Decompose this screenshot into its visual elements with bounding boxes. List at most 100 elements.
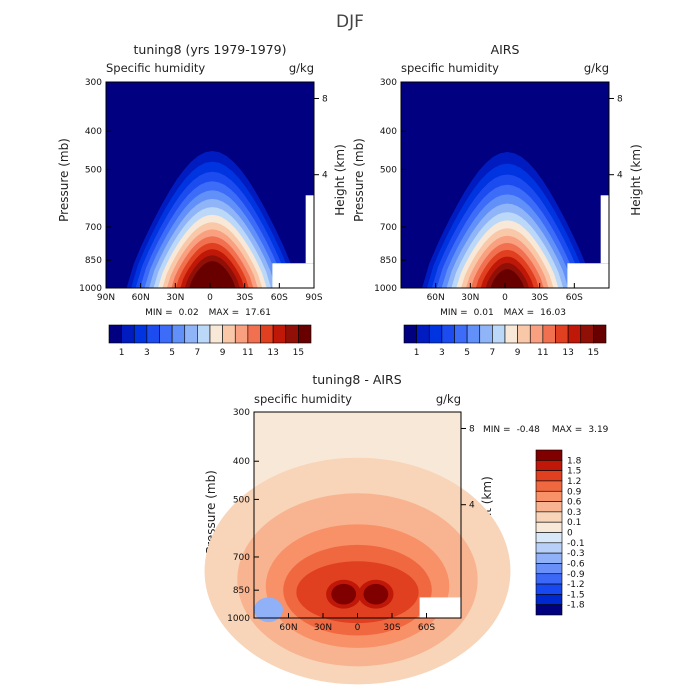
colorbar-swatch — [197, 324, 211, 344]
colorbar-label: 5 — [464, 348, 470, 358]
colorbar-swatch — [209, 324, 223, 344]
y-tick-label: 1000 — [374, 284, 397, 294]
colorbar-swatch — [466, 324, 481, 344]
colorbar-swatch — [535, 604, 563, 616]
terrain-mask — [272, 263, 314, 288]
contour-max — [363, 583, 389, 605]
y-tick-right-label: 4 — [469, 501, 475, 511]
y-tick-label: 300 — [233, 408, 250, 418]
panel-title: tuning8 (yrs 1979-1979) — [134, 42, 287, 57]
colorbar-label: 9 — [220, 348, 226, 358]
colorbar-swatch — [298, 324, 312, 344]
colorbar-vertical: 1.81.51.20.90.60.30.10-0.1-0.3-0.6-0.9-1… — [535, 449, 585, 616]
colorbar-label: -1.2 — [567, 580, 585, 590]
colorbar-label: 0 — [567, 529, 573, 539]
colorbar: 1 3 5 7 9 11 13 15 — [108, 324, 312, 358]
y-tick-right-label: 8 — [322, 94, 328, 104]
colorbar-label: 1 — [414, 348, 420, 358]
colorbar-label: -0.9 — [567, 570, 585, 580]
panel-subtitle-right: g/kg — [584, 61, 609, 75]
colorbar-swatch — [159, 324, 173, 344]
panel-obs: AIRS specific humidity g/kg Pressure (mb… — [352, 42, 643, 358]
colorbar-swatch — [535, 552, 563, 564]
min-value: 0.02 — [179, 308, 199, 318]
y-tick-label: 300 — [380, 78, 397, 88]
colorbar-swatch — [535, 573, 563, 585]
max-value: 17.61 — [245, 308, 271, 318]
stats-readout: MIN = -0.48 MAX = 3.19 — [483, 425, 609, 435]
colorbar-swatch — [555, 324, 569, 344]
y-axis-label: Pressure (mb) — [352, 138, 366, 222]
colorbar-label: 3 — [144, 348, 150, 358]
colorbar-label: 1 — [119, 348, 125, 358]
colorbar-label: 13 — [562, 348, 573, 358]
colorbar-swatch — [535, 480, 563, 492]
y-tick-right-label: 8 — [469, 424, 475, 434]
colorbar-swatch — [529, 324, 544, 344]
colorbar-swatch — [535, 511, 563, 523]
colorbar-label: 0.9 — [567, 487, 582, 497]
min-label: MIN = — [145, 308, 173, 318]
y-tick-label: 850 — [233, 586, 250, 596]
panel-title: tuning8 - AIRS — [312, 372, 401, 387]
x-tick-label: 60S — [566, 293, 583, 303]
colorbar-swatch — [428, 324, 443, 344]
colorbar-label: 0.3 — [567, 508, 581, 518]
min-label: MIN = — [483, 425, 511, 435]
colorbar-swatch — [535, 542, 563, 554]
panel-title: AIRS — [491, 42, 520, 57]
y-tick-label: 1000 — [79, 284, 102, 294]
colorbar-swatch — [441, 324, 455, 344]
terrain-mask — [600, 195, 609, 264]
colorbar-swatch — [535, 594, 563, 605]
contour-level — [193, 267, 231, 288]
colorbar-label: -1.8 — [567, 601, 585, 611]
y-tick-label: 850 — [85, 256, 102, 266]
colorbar-swatch — [535, 563, 563, 575]
y-tick-label: 500 — [380, 165, 397, 175]
colorbar-swatch — [535, 532, 563, 544]
colorbar-label: 11 — [242, 348, 253, 358]
panel-subtitle-left: specific humidity — [401, 61, 499, 75]
x-tick-label: 60S — [418, 623, 435, 633]
max-value: 3.19 — [588, 425, 608, 435]
x-tick-label: 60N — [427, 293, 445, 303]
colorbar-swatch — [285, 324, 299, 344]
y-tick-label: 1000 — [227, 614, 250, 624]
x-tick-label: 90S — [305, 293, 322, 303]
colorbar-label: 13 — [267, 348, 278, 358]
colorbar-swatch — [108, 324, 122, 344]
colorbar-swatch — [260, 324, 274, 344]
colorbar-swatch — [403, 324, 417, 344]
colorbar-swatch — [535, 583, 563, 595]
plot-area: 300 400 500 700 850 1000 8 4 60N 30N 0 30S 60S — [374, 78, 623, 303]
colorbar-swatch — [146, 324, 160, 344]
x-tick-label: 30S — [236, 293, 253, 303]
colorbar-swatch — [416, 324, 430, 344]
x-tick-label: 30S — [531, 293, 548, 303]
panel-subtitle-left: specific humidity — [254, 392, 352, 406]
panel-diff: tuning8 - AIRS specific humidity g/kg Pr… — [204, 372, 609, 685]
colorbar-label: 3 — [439, 348, 445, 358]
terrain-mask — [419, 597, 461, 618]
colorbar-swatch — [593, 324, 607, 344]
colorbar-swatch — [222, 324, 236, 344]
max-label: MAX = — [209, 308, 240, 318]
y-tick-label: 700 — [380, 223, 397, 233]
colorbar-swatch — [535, 521, 563, 533]
x-tick-label: 60N — [279, 623, 297, 633]
colorbar-swatch — [479, 324, 493, 344]
contour-negative — [253, 597, 283, 623]
colorbar-swatch — [133, 324, 148, 344]
plot-area: 300 400 500 700 850 1000 8 4 60N 30N 0 30S 60S — [204, 408, 511, 685]
colorbar: 1 3 5 7 9 11 13 15 — [403, 324, 607, 358]
colorbar-swatch — [454, 324, 468, 344]
panel-subtitle-left: Specific humidity — [106, 61, 205, 75]
figure-title: DJF — [336, 12, 364, 32]
colorbar-swatch — [272, 324, 287, 344]
colorbar-label: 15 — [293, 348, 304, 358]
colorbar-label: 0.6 — [567, 498, 582, 508]
colorbar-swatch — [517, 324, 531, 344]
x-tick-label: 30S — [383, 623, 400, 633]
